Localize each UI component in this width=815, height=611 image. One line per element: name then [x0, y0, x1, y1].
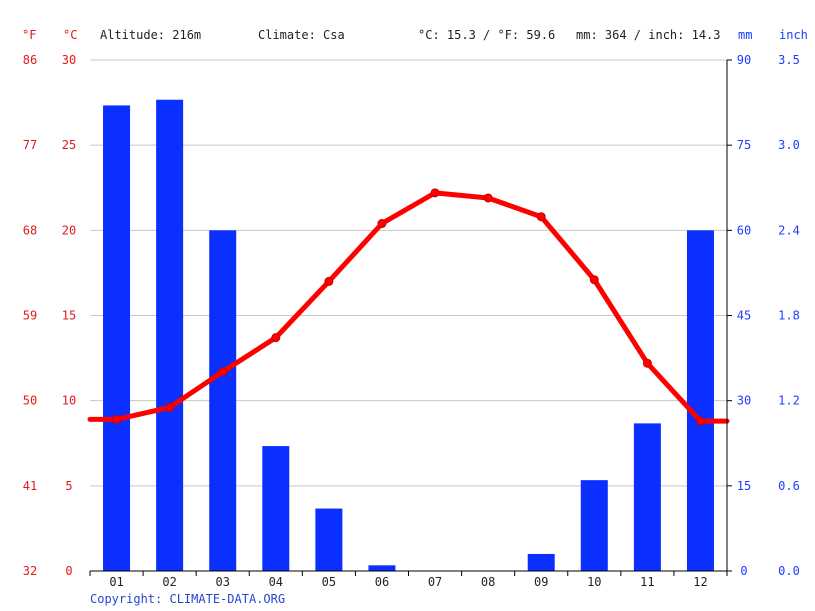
fahrenheit-tick-label: 68: [23, 223, 37, 237]
celsius-tick-label: 5: [65, 479, 72, 493]
inch-tick-label: 1.8: [778, 309, 800, 323]
mm-tick-label: 75: [737, 138, 751, 152]
month-tick-label: 07: [428, 575, 442, 589]
month-tick-label: 05: [322, 575, 336, 589]
inch-unit-label: inch: [779, 28, 808, 42]
inch-tick-label: 3.5: [778, 53, 800, 67]
precipitation-bar: [580, 480, 608, 571]
inch-tick-label: 0.0: [778, 564, 800, 578]
month-tick-label: 10: [587, 575, 601, 589]
inch-tick-label: 0.6: [778, 479, 800, 493]
fahrenheit-tick-label: 86: [23, 53, 37, 67]
celsius-tick-label: 30: [62, 53, 76, 67]
month-tick-label: 04: [269, 575, 283, 589]
axis-labels: 32 0 41 5 50 10 59 15 68 20 77 25 86 30 0 0.0 15 0.6 30 1.2…: [23, 53, 800, 589]
inch-tick-label: 3.0: [778, 138, 800, 152]
precipitation-bar: [686, 230, 714, 572]
inch-tick-label: 2.4: [778, 223, 800, 237]
temperature-point: [589, 275, 599, 285]
month-tick-label: 09: [534, 575, 548, 589]
temperature-point: [536, 212, 546, 222]
precipitation-bar: [156, 99, 184, 571]
celsius-tick-label: 25: [62, 138, 76, 152]
precipitation-bar: [527, 553, 555, 571]
temperature-point: [271, 333, 281, 343]
inch-tick-label: 1.2: [778, 394, 800, 408]
axes: [89, 59, 732, 576]
grid-lines: [90, 59, 727, 487]
mm-tick-label: 90: [737, 53, 751, 67]
temperature-point: [377, 219, 387, 229]
celsius-tick-label: 10: [62, 394, 76, 408]
precipitation-total-label: mm: 364 / inch: 14.3: [576, 28, 721, 42]
precipitation-bar: [209, 230, 237, 572]
fahrenheit-tick-label: 77: [23, 138, 37, 152]
precipitation-bar: [103, 105, 131, 571]
temperature-point: [324, 276, 334, 286]
precipitation-bar: [368, 565, 396, 571]
mm-tick-label: 0: [740, 564, 747, 578]
altitude-label: Altitude: 216m: [100, 28, 202, 42]
precipitation-bar: [262, 446, 290, 571]
month-tick-label: 02: [162, 575, 176, 589]
month-tick-label: 11: [640, 575, 654, 589]
temperature-point: [165, 402, 175, 412]
copyright-text: Copyright: CLIMATE-DATA.ORG: [90, 592, 286, 606]
climate-label: Climate: Csa: [258, 28, 345, 42]
mm-unit-label: mm: [738, 28, 753, 42]
month-tick-label: 01: [109, 575, 123, 589]
temperature-point: [642, 358, 652, 368]
fahrenheit-tick-label: 59: [23, 309, 37, 323]
fahrenheit-tick-label: 50: [23, 394, 37, 408]
mm-tick-label: 30: [737, 394, 751, 408]
celsius-tick-label: 0: [65, 564, 72, 578]
temperature-line: [87, 188, 730, 426]
temperature-point: [430, 188, 440, 198]
precipitation-bars: [103, 99, 714, 572]
mm-tick-label: 60: [737, 223, 751, 237]
temperature-line-path: [87, 190, 730, 424]
temperature-point: [218, 367, 228, 377]
precipitation-bar: [315, 508, 343, 571]
month-tick-label: 06: [375, 575, 389, 589]
fahrenheit-tick-label: 41: [23, 479, 37, 493]
temperature-point: [112, 414, 122, 424]
mm-tick-label: 45: [737, 309, 751, 323]
celsius-unit-label: °C: [63, 28, 78, 42]
mm-tick-label: 15: [737, 479, 751, 493]
month-tick-label: 03: [215, 575, 229, 589]
month-tick-label: 08: [481, 575, 495, 589]
month-tick-label: 12: [693, 575, 707, 589]
temperature-point: [695, 416, 705, 426]
temperature-point: [483, 193, 493, 203]
celsius-tick-label: 20: [62, 223, 76, 237]
precipitation-bar: [633, 423, 661, 571]
fahrenheit-tick-label: 32: [23, 564, 37, 578]
fahrenheit-unit-label: °F: [22, 28, 37, 42]
average-temperature-label: °C: 15.3 / °F: 59.6: [418, 28, 556, 42]
celsius-tick-label: 15: [62, 309, 76, 323]
